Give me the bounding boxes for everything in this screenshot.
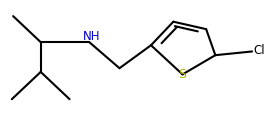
Text: S: S xyxy=(179,68,187,81)
Text: NH: NH xyxy=(83,30,100,43)
Text: Cl: Cl xyxy=(253,44,265,57)
